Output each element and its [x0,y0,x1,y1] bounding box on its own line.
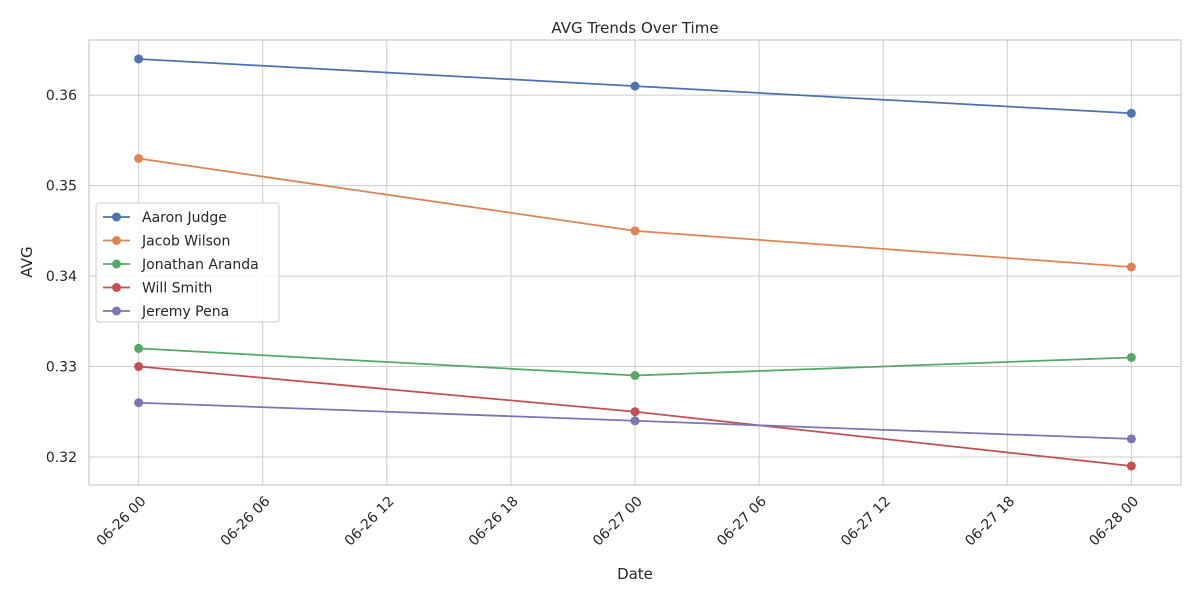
data-point [630,416,640,426]
y-axis-label: AVG [18,246,36,277]
legend-label: Jonathan Aranda [141,257,259,273]
y-axis-ticks: 0.32 0.33 0.34 0.35 0.36 [46,88,77,466]
plot-frame [88,39,1182,486]
x-tick-label: 06-26 12 [342,494,398,550]
y-tick-label: 0.36 [46,88,77,104]
x-tick-label: 06-27 00 [590,494,646,550]
data-point [630,371,640,381]
series-jeremy-pena [134,398,1136,444]
legend-label: Jeremy Pena [141,304,229,320]
series-jacob-wilson [134,153,1136,272]
series-will-smith [134,362,1136,471]
data-point [1126,108,1136,118]
x-axis-label: Date [617,565,653,583]
legend-label: Jacob Wilson [141,234,230,250]
legend-item: Jonathan Aranda [103,257,259,273]
data-point [630,226,640,236]
data-point [1126,352,1136,362]
x-tick-label: 06-26 18 [466,494,522,550]
legend-marker [112,283,121,292]
data-point [134,343,144,353]
series-layer [134,54,1136,471]
x-tick-label: 06-26 00 [94,494,150,550]
legend-marker [112,236,121,245]
x-tick-label: 06-27 06 [714,493,770,549]
y-tick-label: 0.33 [46,360,77,376]
legend-label: Will Smith [142,281,212,297]
legend-label: Aaron Judge [142,210,227,226]
data-point [1126,434,1136,444]
chart-title: AVG Trends Over Time [551,19,718,37]
y-tick-label: 0.32 [46,450,77,466]
x-tick-label: 06-27 12 [838,494,894,550]
legend-marker [112,259,121,269]
legend-marker [112,212,121,222]
legend-item: Jeremy Pena [103,304,229,320]
x-tick-label: 06-26 06 [218,493,274,549]
data-point [1126,461,1136,471]
series-aaron-judge [134,54,1136,118]
legend-box [95,202,280,323]
legend-item: Jacob Wilson [103,234,230,250]
data-point [134,398,144,408]
y-tick-label: 0.35 [46,179,77,195]
data-point [134,153,144,163]
legend: Aaron Judge Jacob Wilson Jonathan Aranda Wi… [95,202,280,323]
data-point [630,407,640,417]
legend-item: Will Smith [103,281,212,297]
data-point [1126,262,1136,272]
x-axis-ticks: 06-26 00 06-26 06 06-26 12 06-26 18 06-27 00… [94,493,1143,549]
x-tick-label: 06-28 00 [1086,494,1142,550]
data-point [134,362,144,372]
legend-marker [112,306,121,316]
legend-item: Aaron Judge [103,210,227,226]
data-point [134,54,144,64]
x-tick-label: 06-27 18 [962,494,1018,550]
series-jonathan-aranda [134,343,1136,381]
data-point [630,81,640,91]
y-tick-label: 0.34 [46,269,77,285]
